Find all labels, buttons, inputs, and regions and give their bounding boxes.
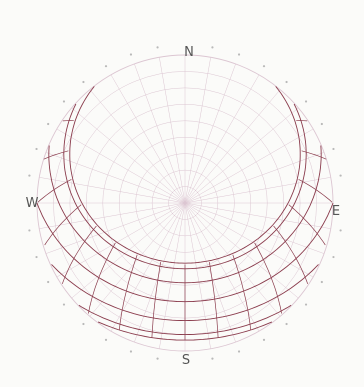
azimuth-tick-mark (35, 147, 38, 151)
hour-line (37, 179, 72, 203)
azimuth-tick-mark (332, 147, 335, 151)
azimuth-tick-mark (304, 100, 308, 103)
azimuth-line (159, 57, 186, 204)
hour-line (232, 254, 252, 331)
hour-line (301, 150, 327, 160)
azimuth-line (184, 202, 236, 343)
azimuth-line (184, 107, 299, 204)
azimuth-tick-mark (82, 80, 85, 84)
hour-line (151, 262, 162, 338)
north-label: N (184, 45, 194, 60)
azimuth-tick-mark (339, 229, 342, 232)
hour-line (254, 242, 282, 314)
azimuth-line (184, 202, 211, 349)
azimuth-line (134, 63, 186, 204)
south-label: S (182, 353, 190, 368)
hour-line (288, 204, 326, 246)
azimuth-tick-mark (104, 338, 108, 341)
azimuth-line (110, 74, 186, 204)
east-label: E (332, 204, 340, 219)
azimuth-tick-mark (237, 350, 241, 353)
azimuth-line (71, 107, 186, 204)
azimuth-tick-mark (285, 322, 288, 326)
azimuth-line (56, 202, 186, 278)
azimuth-tick-mark (285, 80, 288, 84)
azimuth-line (71, 202, 186, 299)
azimuth-tick-mark (211, 46, 214, 49)
azimuth-tick-mark (237, 53, 241, 56)
azimuth-tick-mark (339, 174, 342, 177)
azimuth-line (45, 202, 186, 254)
azimuth-tick-mark (211, 357, 214, 360)
azimuth-line (184, 202, 325, 254)
azimuth-tick-mark (47, 122, 50, 126)
azimuth-tick-mark (262, 65, 266, 68)
azimuth-line (184, 128, 314, 204)
azimuth-tick-labels (28, 46, 342, 360)
azimuth-line (184, 202, 314, 278)
sun-path-curves (36, 86, 334, 341)
hour-line (43, 150, 69, 160)
azimuth-tick-mark (35, 255, 38, 259)
azimuth-tick-mark (129, 350, 133, 353)
hour-line (273, 225, 309, 285)
azimuth-line (110, 202, 186, 332)
azimuth-line (184, 89, 281, 204)
hour-line (118, 254, 138, 331)
azimuth-line (39, 177, 186, 204)
hour-line (61, 225, 97, 285)
hour-line (208, 262, 219, 338)
azimuth-line (184, 57, 211, 204)
azimuth-tick-mark (47, 280, 50, 284)
azimuth-line (184, 202, 299, 299)
azimuth-line (134, 202, 186, 343)
azimuth-tick-mark (129, 53, 133, 56)
azimuth-tick-mark (28, 174, 31, 177)
hour-line (88, 242, 116, 314)
azimuth-tick-mark (156, 46, 159, 49)
azimuth-tick-mark (28, 229, 31, 232)
azimuth-tick-mark (304, 303, 308, 306)
azimuth-line (184, 63, 236, 204)
azimuth-tick-mark (62, 100, 66, 103)
azimuth-line (45, 152, 186, 204)
declination-curve (69, 86, 301, 264)
azimuth-line (184, 202, 331, 229)
azimuth-line (56, 128, 186, 204)
hour-line (44, 204, 82, 246)
azimuth-tick-mark (320, 280, 323, 284)
azimuth-line (184, 74, 260, 204)
azimuth-tick-mark (156, 357, 159, 360)
azimuth-tick-mark (262, 338, 266, 341)
azimuth-tick-mark (82, 322, 85, 326)
azimuth-tick-mark (332, 255, 335, 259)
hour-line (298, 179, 333, 203)
azimuth-tick-mark (104, 65, 108, 68)
azimuth-line (89, 89, 186, 204)
west-label: W (26, 196, 39, 211)
azimuth-line (184, 152, 325, 204)
azimuth-line (159, 202, 186, 349)
azimuth-line (39, 202, 186, 229)
azimuth-tick-mark (320, 122, 323, 126)
azimuth-line (184, 177, 331, 204)
azimuth-tick-mark (62, 303, 66, 306)
azimuth-line (184, 202, 260, 332)
